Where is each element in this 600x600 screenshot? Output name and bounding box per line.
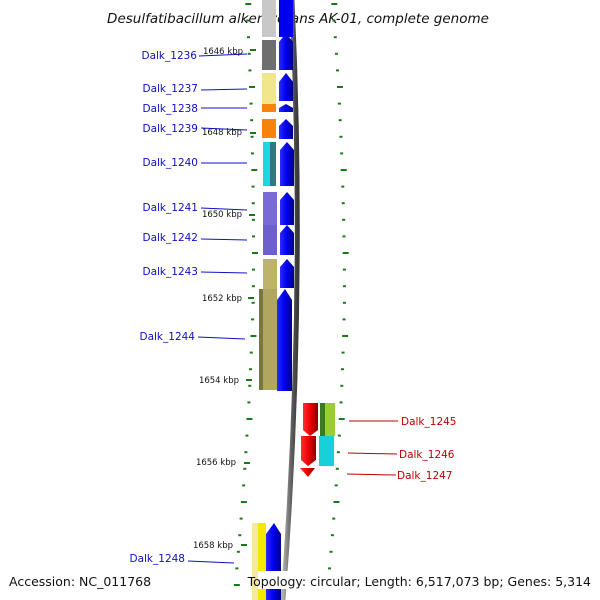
ruler-labels: 1646 kbp 1648 kbp 1650 kbp 1652 kbp 1654… (193, 47, 243, 551)
gene-label-dalk-1239: Dalk_1239 (143, 123, 199, 135)
outer-tick-ring (326, 3, 349, 586)
gene-dalk-1238[interactable]: Dalk_1238 (143, 103, 294, 115)
gene-label-dalk-1247: Dalk_1247 (397, 470, 453, 482)
gene-label-dalk-1246: Dalk_1246 (399, 449, 455, 461)
gene-dalk-1247[interactable]: Dalk_1247 (300, 468, 453, 482)
gene-label-dalk-1243: Dalk_1243 (143, 266, 199, 278)
footer-left-bg (0, 571, 165, 589)
ruler-major-ticks (241, 49, 256, 546)
gene-dalk-1236[interactable]: Dalk_1236 (142, 33, 294, 70)
genome-title: Desulfatibacillum alkenivorans AK-01, co… (107, 11, 489, 27)
ruler-label-1648: 1648 kbp (202, 128, 242, 138)
gene-label-dalk-1242: Dalk_1242 (143, 232, 199, 244)
gene-dalk-1246[interactable]: Dalk_1246 (301, 436, 455, 466)
genome-summary-label: Topology: circular; Length: 6,517,073 bp… (247, 574, 591, 589)
gene-dalk-1242[interactable]: Dalk_1242 (143, 225, 295, 255)
footer-right-bg (258, 571, 600, 589)
gene-dalk-1241[interactable]: Dalk_1241 (143, 192, 295, 225)
genome-backbone (280, 0, 300, 600)
gene-top-partial (262, 0, 293, 37)
gene-label-dalk-1240: Dalk_1240 (143, 157, 199, 169)
accession-label: Accession: NC_011768 (9, 574, 151, 589)
gene-dalk-1244[interactable]: Dalk_1244 (140, 289, 293, 391)
gene-label-dalk-1244: Dalk_1244 (140, 331, 196, 343)
ruler-label-1646: 1646 kbp (203, 47, 243, 57)
gene-label-dalk-1248: Dalk_1248 (130, 553, 186, 565)
gene-dalk-1243[interactable]: Dalk_1243 (143, 259, 295, 289)
gene-label-dalk-1237: Dalk_1237 (143, 83, 199, 95)
gene-label-dalk-1241: Dalk_1241 (143, 202, 199, 214)
inner-tick-ring (233, 3, 258, 586)
ruler-label-1658: 1658 kbp (193, 541, 233, 551)
ruler-label-1652: 1652 kbp (202, 294, 242, 304)
ruler-label-1654: 1654 kbp (199, 376, 239, 386)
gene-dalk-1239[interactable]: Dalk_1239 (143, 119, 294, 139)
gene-label-dalk-1238: Dalk_1238 (143, 103, 199, 115)
gene-label-dalk-1245: Dalk_1245 (401, 416, 457, 428)
gene-label-dalk-1236: Dalk_1236 (142, 50, 198, 62)
gene-dalk-1237[interactable]: Dalk_1237 (143, 73, 294, 104)
ruler-label-1656: 1656 kbp (196, 458, 236, 468)
gene-dalk-1240[interactable]: Dalk_1240 (143, 142, 295, 186)
gene-dalk-1245[interactable]: Dalk_1245 (303, 403, 457, 436)
ruler-label-1650: 1650 kbp (202, 210, 242, 220)
